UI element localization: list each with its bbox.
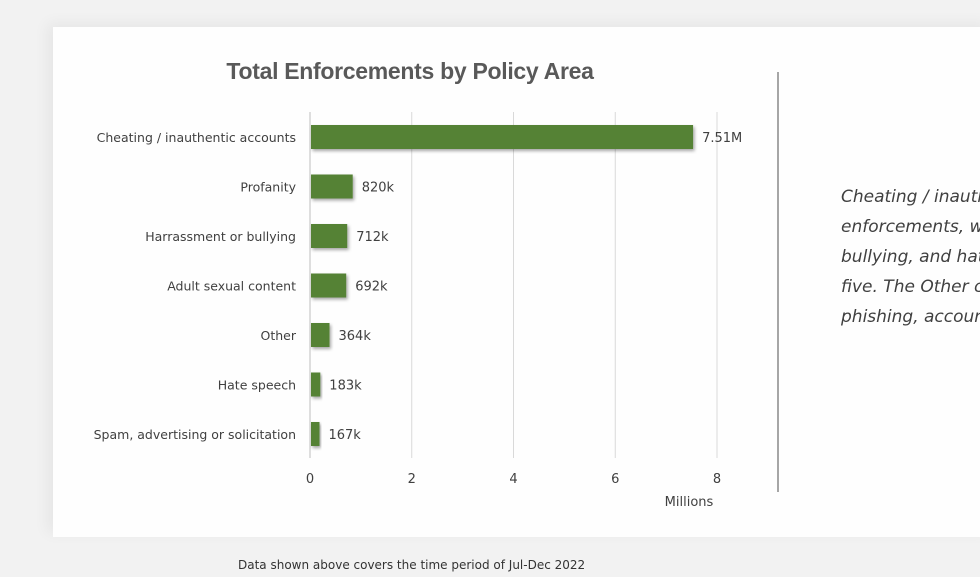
bars	[311, 125, 694, 446]
gridlines	[309, 112, 718, 458]
x-tick-label: 2	[408, 472, 416, 487]
chart-title: Total Enforcements by Policy Area	[226, 58, 594, 84]
data-label: 692k	[355, 280, 388, 295]
bar	[311, 372, 321, 397]
category-labels: Cheating / inauthentic accounts Profanity…	[94, 130, 297, 442]
category-label: Spam, advertising or solicitation	[94, 427, 296, 442]
x-tick-label: 0	[306, 472, 314, 487]
bar	[311, 273, 347, 298]
bar	[311, 174, 353, 199]
bar	[311, 125, 694, 149]
data-label: 183k	[329, 379, 362, 394]
category-label: Cheating / inauthentic accounts	[97, 130, 296, 145]
bar	[311, 422, 320, 446]
summary-line: Cheating / inauth	[841, 187, 980, 207]
data-label: 7.51M	[702, 131, 742, 146]
bar	[311, 224, 348, 248]
summary-line: phishing, account	[841, 307, 980, 327]
category-label: Adult sexual content	[167, 279, 296, 294]
x-axis-ticks: 0 2 4 6 8	[306, 472, 721, 487]
category-label: Other	[261, 328, 297, 343]
data-label: 820k	[362, 181, 395, 196]
bar	[311, 323, 330, 347]
x-tick-label: 8	[713, 472, 721, 487]
category-label: Harrassment or bullying	[145, 229, 296, 244]
x-axis-label: Millions	[665, 495, 714, 510]
summary-text: Cheating / inauth enforcements, wi bully…	[841, 182, 980, 332]
summary-line: bullying, and hate	[841, 247, 980, 267]
summary-line: five. The Other ca	[841, 277, 980, 297]
category-label: Hate speech	[218, 378, 296, 393]
data-label: 364k	[339, 329, 372, 344]
category-label: Profanity	[240, 180, 296, 195]
footnote: Data shown above covers the time period …	[238, 558, 586, 572]
summary-line: enforcements, wi	[841, 217, 980, 237]
data-label: 712k	[356, 230, 389, 245]
report-card	[53, 27, 980, 537]
divider	[777, 72, 779, 492]
data-labels: 7.51M 820k 712k 692k 364k 183k 167k	[328, 131, 742, 443]
x-tick-label: 6	[611, 472, 619, 487]
data-label: 167k	[328, 428, 361, 443]
x-tick-label: 4	[509, 472, 517, 487]
